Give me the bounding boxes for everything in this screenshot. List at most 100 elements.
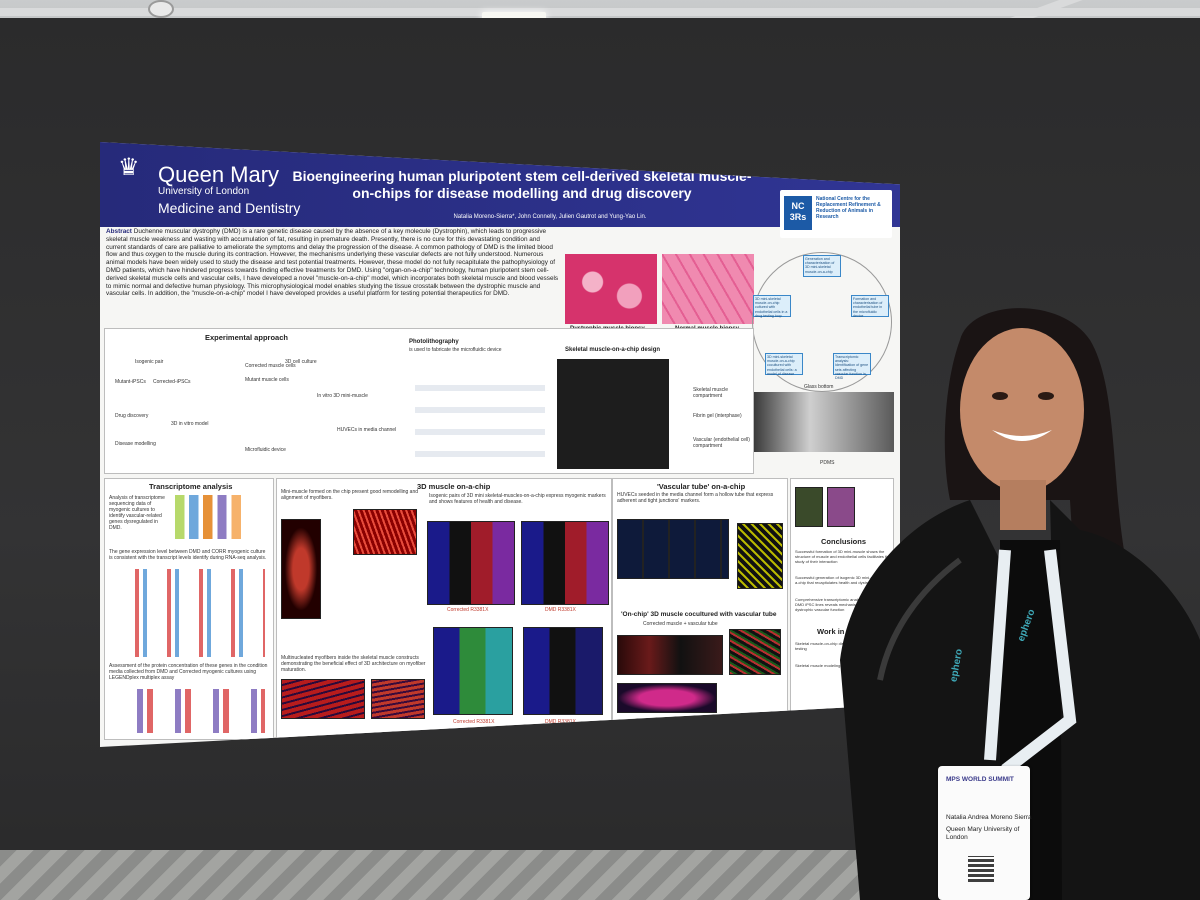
exp-label: Corrected-iPSCs — [153, 379, 191, 385]
badge-event: MPS WORLD SUMMIT — [946, 776, 1014, 783]
cycle-step: Generation and characterisation of 3D mi… — [803, 255, 841, 277]
transcriptome-text: Assessment of the protein concentration … — [109, 663, 268, 681]
name-badge: MPS WORLD SUMMIT Natalia Andrea Moreno S… — [938, 766, 1032, 900]
exp-label: Disease modelling — [115, 441, 156, 447]
conclusion-image — [827, 487, 855, 527]
lanyard-strap — [984, 549, 1077, 775]
cycle-step: Transcriptomic analysis: Identification … — [833, 353, 871, 380]
exp-label: In vitro 3D mini-muscle — [317, 393, 368, 399]
photolithography-text: is used to fabricate the microfluidic de… — [409, 347, 502, 353]
leather-jacket — [840, 500, 1200, 900]
ceiling-fixture — [148, 0, 174, 18]
onchip-subtitle: Corrected muscle + vascular tube — [643, 621, 718, 627]
marker-image — [523, 627, 603, 715]
design-label: Vascular (endothelial cell) compartment — [693, 437, 750, 449]
transcriptome-panel: Transcriptome analysis Analysis of trans… — [104, 478, 274, 740]
abstract: Abstract Duchenne muscular dystrophy (DM… — [106, 228, 561, 298]
coculture-image — [729, 629, 781, 675]
logo-university: University of London — [158, 186, 250, 197]
multinucleated-text: Multinucleated myofibers inside the skel… — [281, 655, 426, 673]
presenter-person — [840, 308, 1200, 900]
vascular-tube-panel: 'Vascular tube' on-a-chip HUVECs seeded … — [612, 478, 788, 740]
poster-authors: Natalia Moreno-Sierra*, John Connelly, J… — [453, 214, 647, 220]
nc3rs-mark: NC 3Rs — [784, 196, 812, 230]
muscle3d-title: 3D muscle on-a-chip — [417, 482, 491, 491]
logo-name: Queen Mary — [158, 162, 280, 187]
multinucleated-image — [281, 679, 365, 719]
pdms-label: PDMS — [820, 460, 835, 466]
ceiling-beam — [0, 8, 1200, 16]
cycle-step: 3D mini-skeletal muscle-on-chip cultured… — [753, 295, 791, 318]
neck — [1000, 480, 1046, 530]
badge-affiliation: Queen Mary University of London — [946, 826, 1020, 841]
vascular-network-image — [737, 523, 783, 589]
conclusion-image — [795, 487, 823, 527]
marker-image — [521, 521, 609, 605]
conclusion-item: Successful generation of isogenic 3D min… — [795, 575, 891, 585]
cycle-step: 3D mini-skeletal muscle-on-a-chip cocult… — [765, 353, 803, 376]
nc3rs-logo: NC 3Rs National Centre for the Replaceme… — [780, 190, 892, 238]
chip-design-diagram — [557, 359, 669, 469]
cycle-step: Formation and characterisation of endoth… — [851, 295, 889, 318]
muscle-3d-panel: 3D muscle on-a-chip Mini-muscle formed o… — [276, 478, 612, 740]
abstract-text: Duchenne muscular dystrophy (DMD) is a r… — [106, 228, 559, 298]
onchip-title: 'On-chip' 3D muscle cocultured with vasc… — [621, 611, 777, 618]
exp-label: 3D in vitro model — [171, 421, 209, 427]
vascular-title: 'Vascular tube' on-a-chip — [657, 482, 746, 491]
jacket-highlight — [877, 557, 962, 681]
muscle3d-text2: Isogenic pairs of 3D mini skeletal-muscl… — [429, 493, 606, 505]
design-title: Skeletal muscle-on-a-chip design — [565, 347, 661, 353]
chip-photo — [754, 392, 894, 452]
experimental-approach-panel: Experimental approach Isogenic pair Muta… — [104, 328, 754, 474]
corrected-label: Corrected R3381X — [447, 607, 489, 613]
logo-faculty: Medicine and Dentistry — [158, 200, 301, 216]
muscle-fluorescence-image — [281, 519, 321, 619]
left-eye — [992, 392, 1008, 400]
abstract-label: Abstract — [106, 228, 132, 235]
exp-label: Mutant muscle cells — [245, 377, 289, 383]
scientific-poster: ♛ Queen Mary University of London Medici… — [100, 142, 900, 747]
dmd-label: DMD R3381X — [545, 607, 576, 613]
exp-label: Drug discovery — [115, 413, 149, 419]
design-label: Skeletal muscle compartment — [693, 387, 729, 399]
marker-image — [433, 627, 513, 715]
conclusion-title: Conclusions — [821, 537, 867, 546]
marker-image — [427, 521, 515, 605]
protein-charts — [115, 689, 265, 733]
badge-name: Natalia Andrea Moreno Sierra — [946, 814, 1032, 821]
exp-label: Isogenic pair — [135, 359, 164, 365]
right-eye — [1038, 392, 1054, 400]
expression-charts — [115, 569, 265, 659]
crown-icon: ♛ — [118, 154, 140, 181]
vascular-grid-image — [617, 519, 729, 579]
exp-label: Mutant-iPSCs — [115, 379, 146, 385]
transcriptome-text: The gene expression level between DMD an… — [109, 549, 267, 561]
exp-label: Corrected muscle cells — [245, 363, 296, 369]
conclusion-item: Comprehensive transcriptomic analysis co… — [795, 597, 891, 612]
coculture-tube-image — [617, 683, 717, 713]
photolithography-title: Photolithography — [409, 339, 459, 345]
dystrophic-biopsy-image — [565, 254, 657, 324]
photolithography-diagram — [415, 369, 545, 459]
coculture-image — [617, 635, 723, 675]
future-item: Skeletal muscle modeling Assess the vasc… — [795, 663, 886, 668]
multinucleated-image — [371, 679, 425, 719]
glass-bottom-label: Glass bottom — [804, 384, 834, 390]
poster-title: Bioengineering human pluripotent stem ce… — [292, 168, 752, 201]
nc3rs-text: National Centre for the Replacement Refi… — [816, 196, 881, 220]
vascular-text: HUVECs seeded in the media channel form … — [617, 492, 774, 504]
experimental-title: Experimental approach — [205, 333, 288, 342]
future-item: Skeletal muscle-on-chip disease modellin… — [795, 641, 888, 651]
design-label: Fibrin gel (interphase) — [693, 413, 742, 419]
dmd-label: DMD R3381X — [545, 719, 576, 725]
normal-biopsy-image — [662, 254, 754, 324]
transcriptome-bar-chart — [175, 495, 269, 539]
smile — [992, 430, 1052, 441]
future-work-title: Work in — [817, 627, 845, 636]
transcriptome-title: Transcriptome analysis — [149, 482, 233, 491]
exp-label: Microfluidic device — [245, 447, 286, 453]
corrected-label: Corrected R3381X — [453, 719, 495, 725]
exp-label: 3D cell culture — [285, 359, 317, 365]
transcriptome-text: Analysis of transcriptome sequencing dat… — [109, 495, 165, 531]
face — [960, 328, 1084, 492]
